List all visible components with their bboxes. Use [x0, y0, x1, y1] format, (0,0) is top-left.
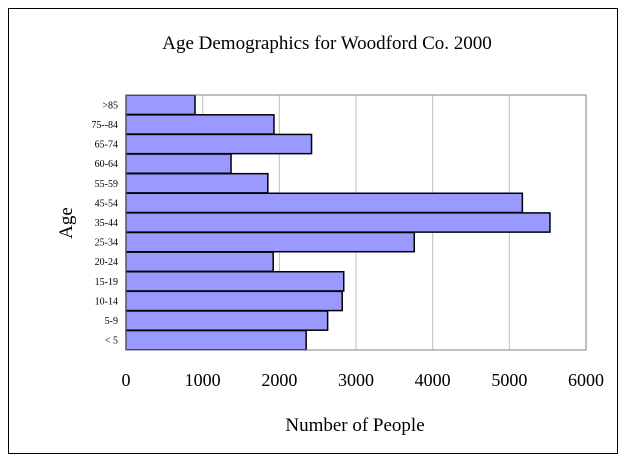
bar	[125, 153, 232, 175]
x-tick-label: 4000	[415, 370, 451, 390]
plot-area-border	[125, 94, 587, 351]
y-tick-label: 65-74	[95, 140, 118, 151]
bar	[125, 192, 524, 214]
bar	[125, 114, 275, 135]
bar	[125, 94, 196, 116]
x-tick-label: 3000	[338, 370, 374, 390]
y-tick-label: 75--84	[91, 120, 118, 131]
bar	[125, 270, 345, 292]
bar	[125, 172, 269, 194]
y-tick-labels: >85 75--84 65-74 60-64 55-59 45-54 35-44 25-34 2…	[91, 100, 118, 346]
x-tick-label: 1000	[185, 370, 221, 390]
y-tick-label: 55-59	[95, 179, 118, 190]
bar	[125, 310, 329, 331]
y-tick-label: >85	[102, 100, 118, 111]
y-tick-label: 60-64	[95, 159, 118, 170]
bar	[125, 133, 313, 155]
y-tick-label: 15-19	[95, 277, 118, 288]
x-tick-label: 5000	[491, 370, 527, 390]
y-tick-label: < 5	[105, 336, 118, 347]
y-axis-title: Age	[56, 207, 77, 239]
y-tick-label: 10-14	[95, 296, 118, 307]
bars	[125, 94, 551, 351]
x-tick-label: 6000	[568, 370, 604, 390]
y-tick-label: 20-24	[95, 257, 118, 268]
y-tick-label: 25-34	[95, 238, 118, 249]
x-tick-labels: 0 1000 2000 3000 4000 5000 6000	[122, 370, 605, 390]
bar	[125, 251, 274, 273]
y-tick-label: 5-9	[105, 316, 118, 327]
bar	[125, 212, 551, 233]
bar	[125, 290, 343, 312]
x-tick-label: 2000	[261, 370, 297, 390]
chart-title: Age Demographics for Woodford Co. 2000	[162, 33, 492, 54]
bar	[125, 329, 307, 351]
y-tick-label: 35-44	[95, 218, 118, 229]
bar	[125, 231, 416, 253]
x-tick-label: 0	[122, 370, 131, 390]
y-tick-label: 45-54	[95, 198, 118, 209]
x-axis-title: Number of People	[285, 415, 424, 436]
